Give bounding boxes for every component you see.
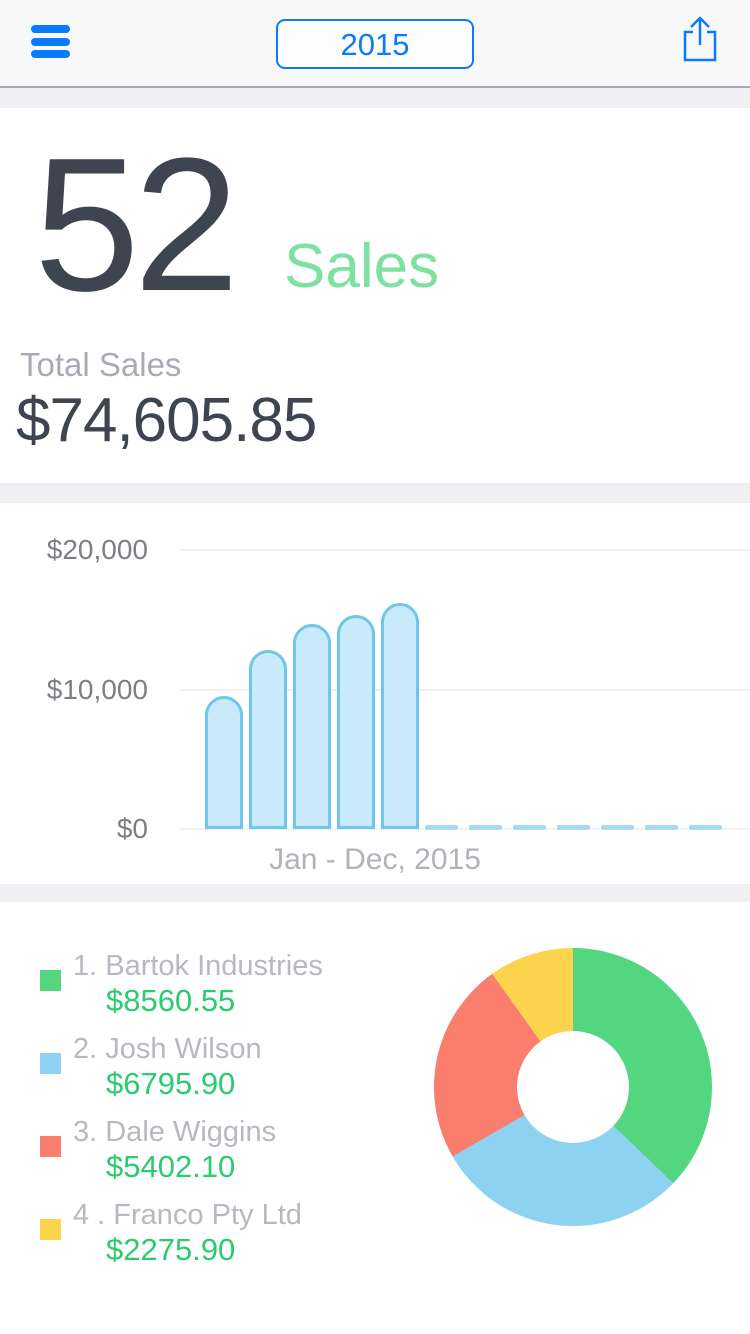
monthly-sales-bar-chart: $20,000 $10,000 $0 Jan - Dec, 2015	[0, 503, 750, 884]
zero-bar-aug	[513, 825, 546, 830]
hamburger-icon	[31, 25, 70, 33]
y-axis-tick: $20,000	[46, 534, 148, 565]
legend-color-swatch	[40, 1053, 61, 1074]
customer-legend: 1. Bartok Industries $8560.55 2. Josh Wils…	[40, 950, 323, 1282]
x-axis-caption: Jan - Dec, 2015	[269, 843, 481, 876]
zero-bar-oct	[601, 825, 634, 830]
legend-item: 1. Bartok Industries $8560.55	[40, 950, 323, 1018]
legend-item: 3. Dale Wiggins $5402.10	[40, 1116, 323, 1184]
customer-name: 3. Dale Wiggins	[73, 1116, 277, 1148]
zero-bar-jun	[425, 825, 458, 830]
legend-color-swatch	[40, 1219, 61, 1240]
year-selector-button[interactable]: 2015	[276, 19, 474, 69]
zero-bar-jul	[469, 825, 502, 830]
legend-item: 2. Josh Wilson $6795.90	[40, 1033, 323, 1101]
customer-name: 1. Bartok Industries	[73, 950, 323, 982]
sales-count-label: Sales	[284, 232, 440, 301]
summary-section: 52 Sales Total Sales $74,605.85	[0, 108, 750, 483]
share-button[interactable]	[680, 14, 720, 64]
zero-bar-nov	[645, 825, 678, 830]
total-sales-label: Total Sales	[20, 346, 182, 383]
navbar: 2015	[0, 0, 750, 88]
customer-name: 2. Josh Wilson	[73, 1033, 262, 1065]
customer-sales-amount: $2275.90	[106, 1232, 236, 1267]
bar-mar	[293, 624, 331, 829]
legend-color-swatch	[40, 970, 61, 991]
y-axis-tick: $10,000	[46, 674, 148, 705]
y-axis-tick: $0	[116, 813, 148, 844]
legend-item: 4 . Franco Pty Ltd $2275.90	[40, 1199, 323, 1267]
top-customers-section: 1. Bartok Industries $8560.55 2. Josh Wils…	[0, 902, 750, 1334]
customer-sales-amount: $5402.10	[106, 1149, 236, 1184]
gridline-10000	[180, 689, 750, 691]
sales-count: 52	[34, 119, 239, 331]
menu-button[interactable]	[31, 25, 70, 58]
bar-may	[381, 603, 419, 829]
zero-bar-sep	[557, 825, 590, 830]
total-sales-value: $74,605.85	[16, 386, 317, 455]
zero-bar-dec	[689, 825, 722, 830]
section-divider	[0, 483, 750, 503]
donut-hole	[517, 1031, 629, 1143]
gridline-20000	[180, 549, 750, 551]
legend-color-swatch	[40, 1136, 61, 1157]
share-icon	[683, 16, 717, 62]
bar-apr	[337, 615, 375, 829]
customer-sales-amount: $6795.90	[106, 1066, 236, 1101]
gridline-0	[180, 828, 750, 830]
section-divider	[0, 884, 750, 902]
customer-sales-amount: $8560.55	[106, 983, 236, 1018]
section-divider	[0, 88, 750, 108]
sales-donut-chart	[434, 948, 712, 1226]
customer-name: 4 . Franco Pty Ltd	[73, 1199, 302, 1231]
bar-feb	[249, 650, 287, 829]
bar-jan	[205, 696, 243, 829]
